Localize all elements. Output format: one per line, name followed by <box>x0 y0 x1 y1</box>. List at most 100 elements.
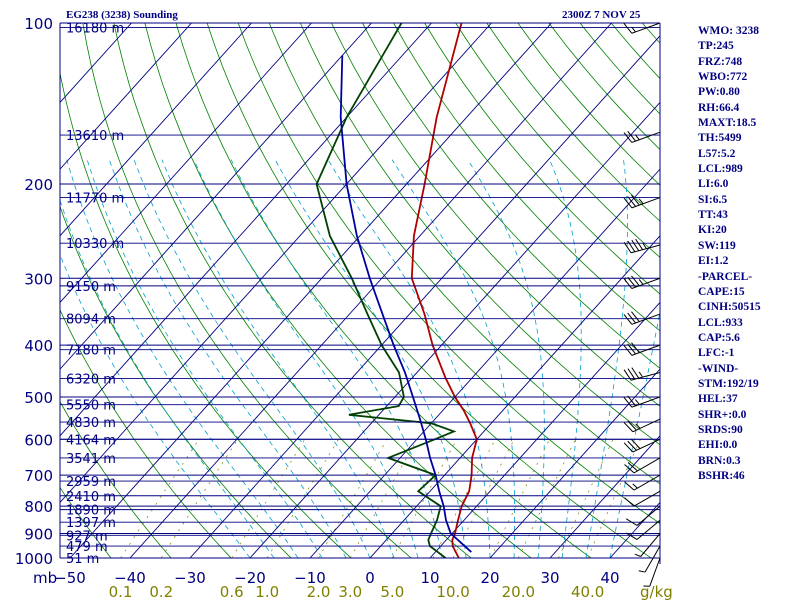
isotherm <box>60 23 492 504</box>
wind-barb <box>623 418 661 433</box>
height-label: 1397 m <box>66 516 116 531</box>
wind-barb-staff <box>631 396 661 408</box>
wind-barb-half <box>631 26 636 33</box>
mixing-ratio-label: 3.0 <box>338 583 362 600</box>
isotherm <box>489 368 660 558</box>
stat-line: -PARCEL- <box>698 270 753 283</box>
wind-barb-flag <box>624 497 635 507</box>
stat-line: -WIND- <box>698 362 739 375</box>
isotherm <box>60 23 372 370</box>
wind-barb <box>623 342 661 356</box>
moist-adiabat <box>391 159 515 558</box>
wind-barb <box>623 275 661 289</box>
stat-line: BRN:0.3 <box>698 454 741 467</box>
mixing-ratio-line <box>120 439 200 558</box>
stat-line: LI:6.0 <box>698 178 729 191</box>
stat-line: CAPE:15 <box>698 285 745 298</box>
moist-adiabat <box>609 309 660 558</box>
wind-barb-staff <box>631 313 661 325</box>
mixing-ratio-line <box>349 439 418 558</box>
pressure-label: 200 <box>24 176 53 194</box>
wind-barb-staff <box>636 505 661 526</box>
height-label: 6320 m <box>66 373 116 388</box>
wind-barb <box>623 311 661 325</box>
stat-line: CINH:50515 <box>698 301 761 314</box>
pressure-label: 300 <box>24 270 53 288</box>
stat-line: HEL:37 <box>698 393 738 406</box>
wind-barb-flag <box>627 276 636 288</box>
pressure-label: 700 <box>24 467 53 485</box>
stat-line: EI:1.2 <box>698 255 729 268</box>
stat-line: CAP:5.6 <box>698 331 740 344</box>
pressure-label: 600 <box>24 431 53 449</box>
mixing-ratio-label: 0.2 <box>149 583 173 600</box>
mixing-ratio-line <box>318 439 388 558</box>
wind-barb-flag <box>627 368 636 380</box>
wind-barb-staff <box>632 418 661 433</box>
wind-barb-half <box>638 198 644 205</box>
wind-barb-staff <box>636 519 661 540</box>
wind-barb-staff <box>633 457 661 474</box>
height-label: 8094 m <box>66 313 116 328</box>
mb-unit-label: mb <box>33 569 57 587</box>
height-label: 927 m <box>66 529 108 544</box>
wind-barb-staff <box>631 197 661 209</box>
dry-adiabat <box>60 205 292 558</box>
wind-barb-flag <box>623 314 633 325</box>
wind-barb <box>624 474 661 491</box>
wind-barb-flag <box>624 464 635 474</box>
height-label: 7180 m <box>66 344 116 359</box>
temperature-tick-label: 10 <box>420 569 439 587</box>
wind-barb-flag <box>624 481 635 491</box>
pressure-label: 800 <box>24 498 53 516</box>
wind-barb-staff <box>631 131 661 143</box>
wind-barb-flag <box>631 439 641 449</box>
wind-barb-half <box>638 570 646 573</box>
wind-barb-half <box>638 371 644 378</box>
moist-adiabat <box>161 159 395 558</box>
wind-barb-flag <box>625 518 638 526</box>
stat-line: FRZ:748 <box>698 55 743 68</box>
pressure-label: 400 <box>24 337 53 355</box>
wind-barb-flag <box>631 342 640 353</box>
wind-barb-staff <box>632 438 661 453</box>
height-label: 3541 m <box>66 452 116 467</box>
moist-adiabat <box>327 159 491 558</box>
wind-barb-staff <box>633 490 661 507</box>
temperature-tick-label: −10 <box>294 569 326 587</box>
pressure-label: 100 <box>24 15 53 33</box>
moist-adiabat <box>467 159 545 558</box>
stat-line: TH:5499 <box>698 132 742 145</box>
dry-adiabat <box>60 486 112 558</box>
wind-barb-flag <box>627 420 637 431</box>
wind-barb-flag <box>631 239 640 251</box>
wind-barb <box>623 238 661 254</box>
wind-barb-half <box>635 134 640 141</box>
mixing-ratio-label: 1.0 <box>255 583 279 600</box>
moist-adiabat <box>108 159 347 558</box>
wind-barb <box>623 130 661 143</box>
wind-barb-flag <box>623 396 633 408</box>
wind-barb-flag <box>627 343 636 355</box>
height-label: 13610 m <box>66 129 124 144</box>
temperature-tick-label: 20 <box>480 569 499 587</box>
wind-barb <box>624 490 661 507</box>
stat-line: EHI:0.0 <box>698 439 738 452</box>
height-label: 10330 m <box>66 237 124 252</box>
stat-line: SHR+:0.0 <box>698 408 747 421</box>
mixing-ratio-line <box>161 439 239 558</box>
stat-line: WMO: 3238 <box>698 25 760 37</box>
wind-barb-staff <box>649 557 661 587</box>
wind-barb-flag <box>631 194 640 206</box>
wind-barb-flag <box>631 311 640 322</box>
moist-adiabat <box>585 159 628 558</box>
dry-adiabat <box>175 23 592 558</box>
isotherm <box>60 23 252 237</box>
wind-barb-flag <box>627 240 636 253</box>
height-label: 11770 m <box>66 192 124 207</box>
mixing-ratio-label: 0.6 <box>220 583 244 600</box>
parcel-line <box>339 55 472 553</box>
wind-barb-staff <box>631 344 661 356</box>
stat-line: RH:66.4 <box>698 101 740 114</box>
